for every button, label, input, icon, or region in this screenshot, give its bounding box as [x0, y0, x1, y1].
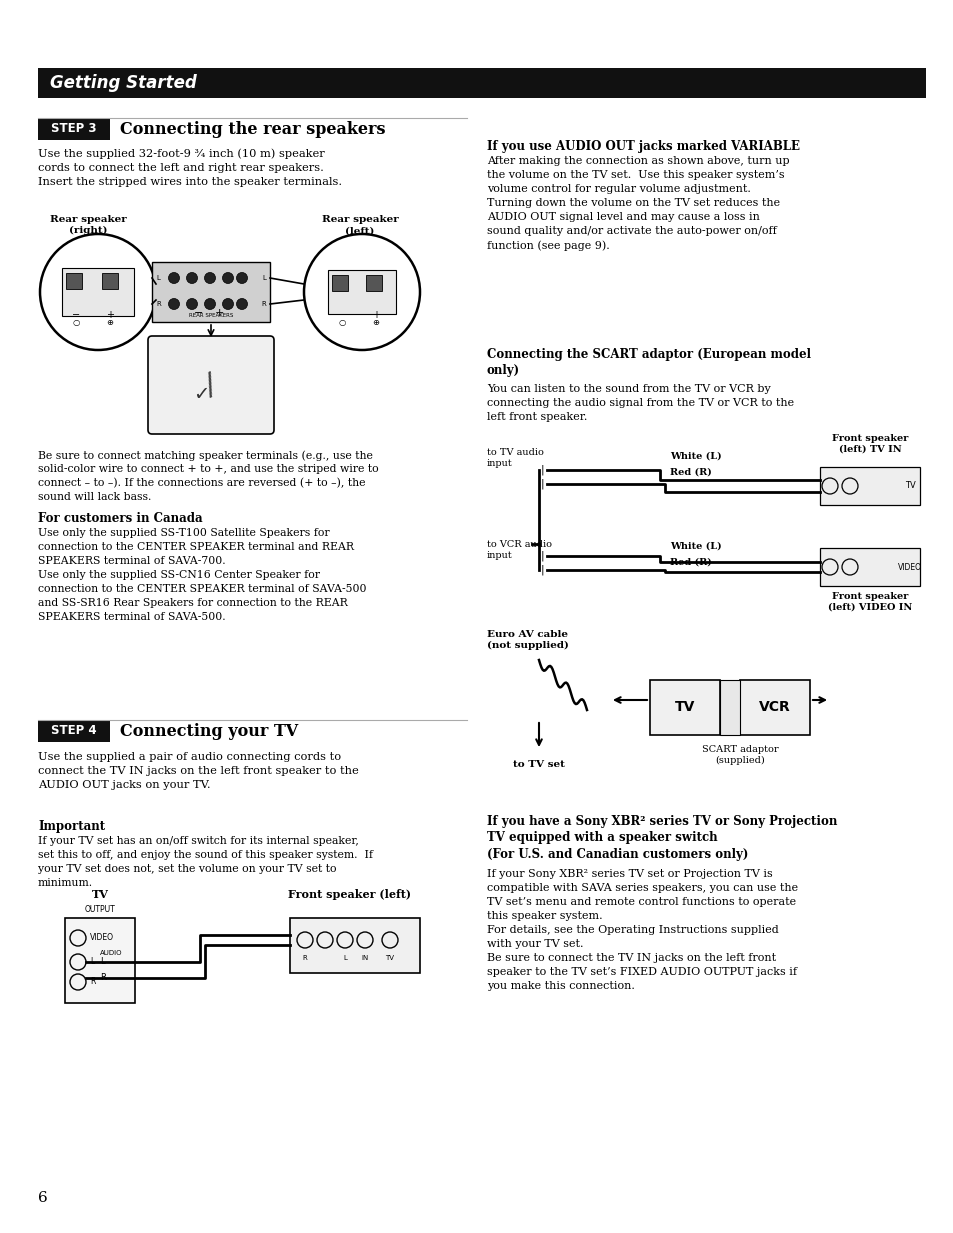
- FancyBboxPatch shape: [62, 268, 133, 316]
- FancyBboxPatch shape: [38, 118, 110, 141]
- FancyBboxPatch shape: [328, 270, 395, 314]
- Text: For customers in Canada: For customers in Canada: [38, 512, 202, 525]
- FancyBboxPatch shape: [740, 681, 809, 735]
- Circle shape: [236, 298, 247, 309]
- Text: Use only the supplied SS-T100 Satellite Speakers for
connection to the CENTER SP: Use only the supplied SS-T100 Satellite …: [38, 528, 366, 621]
- Circle shape: [186, 298, 197, 309]
- Text: TV: TV: [385, 956, 395, 961]
- Text: +: +: [106, 309, 113, 321]
- Text: L: L: [156, 275, 160, 281]
- Text: VIDEO: VIDEO: [897, 562, 921, 572]
- Text: If your TV set has an on/off switch for its internal speaker,
set this to off, a: If your TV set has an on/off switch for …: [38, 836, 373, 888]
- Circle shape: [186, 272, 197, 284]
- Text: REAR SPEAKERS: REAR SPEAKERS: [189, 313, 233, 318]
- Text: |: |: [539, 465, 543, 475]
- Text: to TV set: to TV set: [513, 760, 564, 769]
- Text: Getting Started: Getting Started: [50, 74, 196, 92]
- Text: TV: TV: [674, 700, 695, 714]
- Text: ○: ○: [72, 318, 79, 327]
- Text: If you have a Sony XBR² series TV or Sony Projection
TV equipped with a speaker : If you have a Sony XBR² series TV or Son…: [486, 815, 837, 861]
- Text: VCR: VCR: [759, 700, 790, 714]
- Circle shape: [169, 298, 179, 309]
- Circle shape: [222, 272, 233, 284]
- Text: TV: TV: [903, 482, 915, 491]
- Text: White (L): White (L): [669, 453, 720, 461]
- Text: −: −: [337, 309, 346, 321]
- Text: R: R: [261, 301, 266, 307]
- Text: AUDIO: AUDIO: [100, 949, 122, 956]
- Text: ✓: ✓: [193, 386, 209, 404]
- Text: VIDEO: VIDEO: [90, 933, 113, 942]
- Text: |: |: [539, 478, 543, 490]
- Text: TV: TV: [91, 889, 109, 900]
- Text: You can listen to the sound from the TV or VCR by
connecting the audio signal fr: You can listen to the sound from the TV …: [486, 383, 793, 422]
- FancyBboxPatch shape: [65, 919, 135, 1002]
- FancyBboxPatch shape: [66, 272, 82, 289]
- Text: Use the supplied 32-foot-9 ³⁄₄ inch (10 m) speaker
cords to connect the left and: Use the supplied 32-foot-9 ³⁄₄ inch (10 …: [38, 148, 342, 186]
- Text: Front speaker
(left) TV IN: Front speaker (left) TV IN: [831, 434, 907, 454]
- Circle shape: [204, 272, 215, 284]
- Text: to TV audio
input: to TV audio input: [486, 448, 543, 469]
- Text: Connecting the rear speakers: Connecting the rear speakers: [120, 121, 385, 138]
- Text: If you use AUDIO OUT jacks marked VARIABLE: If you use AUDIO OUT jacks marked VARIAB…: [486, 141, 800, 153]
- Text: Rear speaker
(left): Rear speaker (left): [321, 215, 398, 236]
- Text: STEP 3: STEP 3: [51, 122, 96, 136]
- FancyBboxPatch shape: [820, 547, 919, 586]
- Text: Important: Important: [38, 820, 105, 834]
- Text: −: −: [194, 308, 204, 318]
- Text: L: L: [262, 275, 266, 281]
- FancyBboxPatch shape: [38, 720, 110, 742]
- Text: IN: IN: [361, 956, 368, 961]
- Text: L: L: [343, 956, 347, 961]
- FancyBboxPatch shape: [332, 275, 348, 291]
- Text: R: R: [90, 978, 95, 986]
- FancyBboxPatch shape: [720, 681, 740, 735]
- Text: +: +: [214, 308, 223, 318]
- FancyBboxPatch shape: [290, 919, 419, 973]
- Text: Connecting your TV: Connecting your TV: [120, 723, 297, 740]
- Text: 6: 6: [38, 1191, 48, 1205]
- Text: After making the connection as shown above, turn up
the volume on the TV set.  U: After making the connection as shown abo…: [486, 157, 789, 250]
- Circle shape: [236, 272, 247, 284]
- Text: L: L: [90, 958, 94, 967]
- Text: +: +: [372, 309, 379, 321]
- Circle shape: [204, 298, 215, 309]
- Text: OUTPUT: OUTPUT: [85, 905, 115, 914]
- Text: White (L): White (L): [669, 543, 720, 551]
- Text: Red (R): Red (R): [669, 469, 711, 477]
- FancyBboxPatch shape: [152, 261, 270, 322]
- FancyBboxPatch shape: [820, 467, 919, 506]
- Text: Rear speaker
(right): Rear speaker (right): [50, 215, 126, 236]
- FancyBboxPatch shape: [38, 68, 925, 97]
- Text: Front speaker
(left) VIDEO IN: Front speaker (left) VIDEO IN: [827, 592, 911, 612]
- Circle shape: [222, 298, 233, 309]
- Text: R: R: [100, 974, 106, 983]
- Text: |: |: [539, 565, 543, 576]
- Text: Use the supplied a pair of audio connecting cords to
connect the TV IN jacks on : Use the supplied a pair of audio connect…: [38, 752, 358, 790]
- FancyBboxPatch shape: [366, 275, 381, 291]
- FancyBboxPatch shape: [102, 272, 118, 289]
- Text: If your Sony XBR² series TV set or Projection TV is
compatible with SAVA series : If your Sony XBR² series TV set or Proje…: [486, 869, 798, 991]
- Text: STEP 4: STEP 4: [51, 725, 96, 737]
- Text: SCART adaptor
(supplied): SCART adaptor (supplied): [701, 745, 778, 766]
- Text: Red (R): Red (R): [669, 559, 711, 567]
- Text: ⊕: ⊕: [372, 318, 379, 327]
- Text: Connecting the SCART adaptor (European model
only): Connecting the SCART adaptor (European m…: [486, 348, 810, 377]
- Text: to VCR audio
input: to VCR audio input: [486, 540, 552, 560]
- Text: ○: ○: [338, 318, 345, 327]
- Text: Front speaker (left): Front speaker (left): [288, 889, 411, 900]
- Circle shape: [169, 272, 179, 284]
- FancyBboxPatch shape: [148, 337, 274, 434]
- Text: R: R: [302, 956, 307, 961]
- Text: R: R: [156, 301, 161, 307]
- Text: ⊕: ⊕: [107, 318, 113, 327]
- FancyBboxPatch shape: [649, 681, 720, 735]
- Text: −: −: [71, 309, 80, 321]
- Text: |: |: [539, 551, 543, 561]
- Text: /: /: [201, 370, 220, 401]
- Text: Euro AV cable
(not supplied): Euro AV cable (not supplied): [486, 630, 568, 650]
- Text: L: L: [100, 958, 105, 967]
- Text: Be sure to connect matching speaker terminals (e.g., use the
solid-color wire to: Be sure to connect matching speaker term…: [38, 450, 378, 502]
